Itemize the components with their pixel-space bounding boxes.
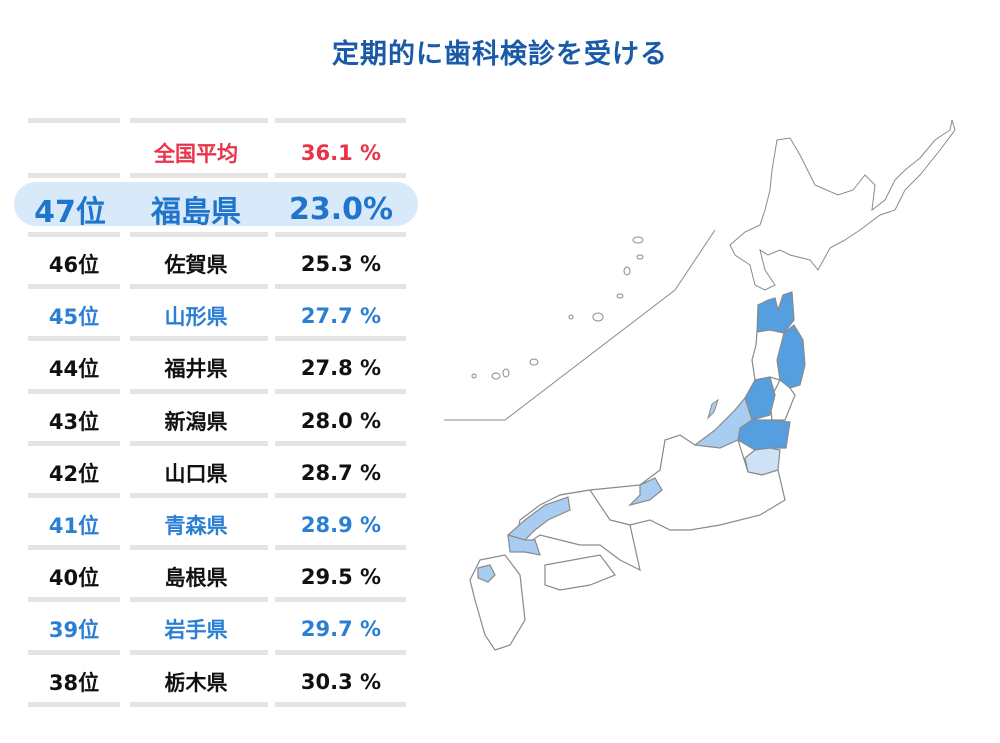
average-value: 36.1 % (300, 141, 382, 165)
value: 29.7 % (300, 617, 382, 642)
divider (28, 597, 120, 603)
japan-map (444, 119, 956, 651)
rank: 45位 (48, 305, 100, 330)
table-row: 40位 島根県 29.5 % (14, 554, 424, 600)
table-row-highlight: 47位 福島県 23.0% (14, 182, 424, 232)
rank: 46位 (48, 253, 100, 277)
divider (275, 597, 406, 603)
divider (130, 232, 268, 237)
divider (28, 232, 120, 237)
page-title: 定期的に歯科検診を受ける (332, 39, 668, 70)
divider (275, 336, 406, 342)
divider (28, 388, 120, 394)
divider (28, 701, 120, 707)
rank: 44位 (48, 357, 100, 382)
rank: 47位 (34, 195, 106, 230)
divider (28, 336, 120, 342)
divider (275, 493, 406, 498)
divider (28, 173, 120, 178)
table-row: 45位 山形県 27.7 % (14, 293, 424, 339)
divider (130, 597, 268, 603)
divider (130, 649, 268, 655)
prefecture: 福島県 (151, 195, 241, 230)
value: 28.9 % (300, 513, 382, 537)
divider (130, 388, 268, 394)
divider (275, 545, 406, 551)
divider (28, 440, 120, 446)
value: 30.3 % (300, 669, 382, 694)
divider (275, 232, 406, 237)
divider (28, 545, 120, 551)
divider (28, 649, 120, 655)
divider (130, 493, 268, 498)
divider (28, 493, 120, 498)
value: 28.0 % (300, 408, 382, 433)
table-row: 39位 岩手県 29.7 % (14, 606, 424, 652)
prefecture: 福井県 (164, 357, 228, 382)
rank: 39位 (48, 618, 100, 643)
table-row: 46位 佐賀県 25.3 % (14, 241, 424, 287)
highlight-pill (14, 182, 418, 226)
prefecture: 栃木県 (164, 670, 228, 695)
table-row: 44位 福井県 27.8 % (14, 345, 424, 391)
value: 28.7 % (300, 460, 382, 485)
divider (275, 118, 406, 123)
rank: 42位 (48, 461, 100, 486)
value: 29.5 % (300, 565, 382, 590)
divider (28, 284, 120, 290)
divider (130, 284, 268, 290)
divider (130, 545, 268, 551)
divider (130, 440, 268, 446)
divider (275, 701, 406, 707)
rank: 41位 (48, 514, 100, 538)
divider (130, 118, 268, 123)
divider (275, 440, 406, 446)
table-row: 42位 山口県 28.7 % (14, 450, 424, 496)
divider (275, 173, 406, 178)
table-row: 38位 栃木県 30.3 % (14, 659, 424, 705)
rank: 40位 (48, 566, 100, 591)
value: 27.8 % (300, 356, 382, 381)
prefecture: 佐賀県 (164, 253, 228, 277)
prefecture: 島根県 (164, 566, 228, 591)
divider (130, 173, 268, 178)
table-row: 43位 新潟県 28.0 % (14, 398, 424, 444)
divider (275, 388, 406, 394)
divider (275, 649, 406, 655)
national-average-row: 全国平均 36.1 % (14, 130, 424, 176)
prefecture: 青森県 (164, 514, 228, 538)
prefecture: 山口県 (164, 461, 228, 486)
rank: 43位 (48, 409, 100, 434)
rank: 38位 (48, 670, 100, 695)
value: 25.3 % (300, 252, 382, 276)
prefecture: 山形県 (164, 305, 228, 330)
table-row: 41位 青森県 28.9 % (14, 502, 424, 548)
divider (130, 701, 268, 707)
divider (28, 118, 120, 123)
prefecture: 新潟県 (164, 409, 228, 434)
average-label: 全国平均 (154, 142, 238, 166)
prefecture: 岩手県 (164, 618, 228, 643)
divider (275, 284, 406, 290)
divider (130, 336, 268, 342)
value: 27.7 % (300, 304, 382, 329)
value: 23.0% (288, 191, 394, 227)
